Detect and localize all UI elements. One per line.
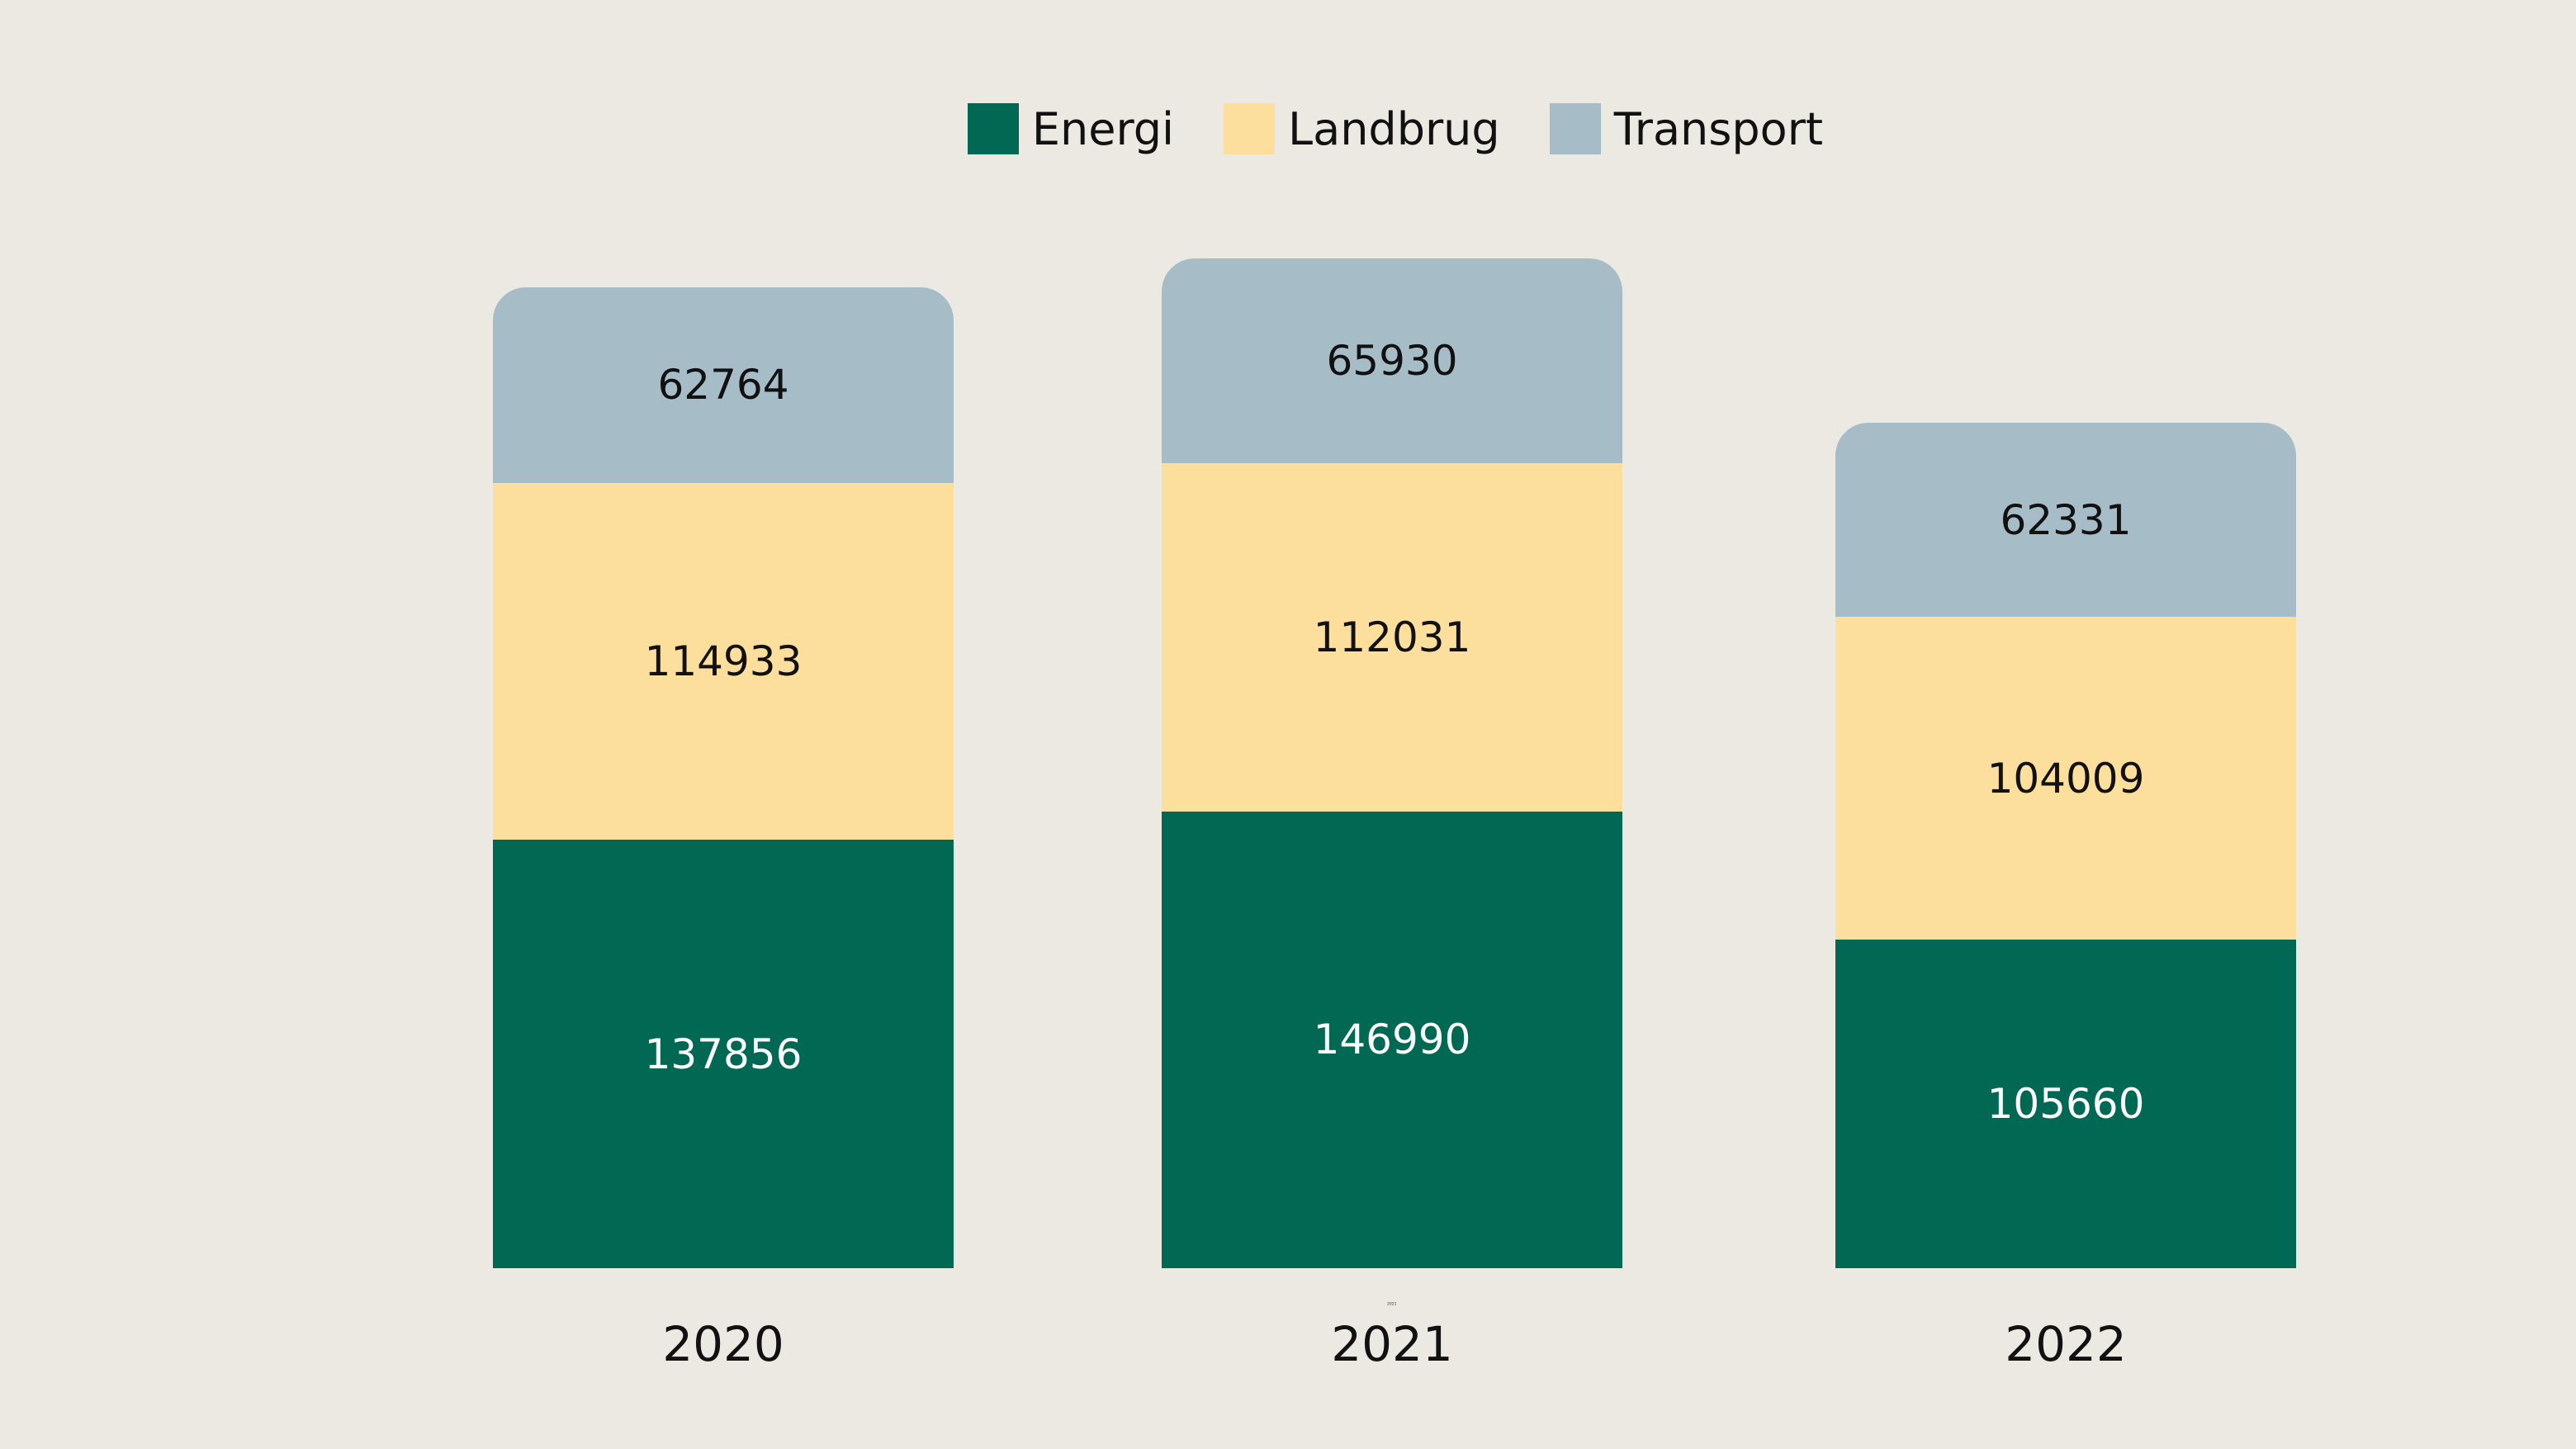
x-axis-label-2020: 2020 [662, 1316, 784, 1372]
segment-value-label: 65930 [1326, 337, 1458, 386]
bar-segment-transport-2022[interactable]: 62331 [1835, 423, 2296, 617]
bar-segment-energi-2021[interactable]: 146990 [1162, 811, 1622, 1268]
segment-value-label: 137856 [644, 1030, 803, 1078]
x-axis-label-2022: 2022 [2005, 1316, 2127, 1372]
bar-segment-landbrug-2021[interactable]: 112031 [1162, 463, 1622, 812]
segment-value-label: 112031 [1313, 613, 1471, 661]
x-axis-label-2021: 2021 [1331, 1316, 1453, 1372]
legend-item-landbrug[interactable]: Landbrug [1224, 103, 1500, 155]
bar-2022: 62331 104009 105660 [1835, 423, 2296, 1268]
segment-value-label: 114933 [644, 637, 803, 685]
bar-segment-landbrug-2022[interactable]: 104009 [1835, 616, 2296, 940]
bar-segment-energi-2020[interactable]: 137856 [493, 840, 954, 1268]
legend-label: Landbrug [1288, 102, 1500, 155]
legend-swatch-energi [967, 103, 1019, 154]
stray-tick-label: 2021 [1387, 1302, 1397, 1306]
bar-segment-transport-2020[interactable]: 62764 [493, 287, 954, 483]
segment-value-label: 62764 [657, 361, 789, 410]
segment-value-label: 104009 [1986, 754, 2145, 803]
bar-segment-landbrug-2020[interactable]: 114933 [493, 482, 954, 841]
legend-label: Transport [1613, 102, 1824, 155]
legend-swatch-transport [1549, 103, 1601, 154]
segment-value-label: 146990 [1313, 1016, 1471, 1064]
chart-legend: Energi Landbrug Transport [493, 97, 2298, 160]
segment-value-label: 105660 [1986, 1080, 2145, 1129]
bar-segment-transport-2021[interactable]: 65930 [1162, 258, 1622, 464]
legend-item-transport[interactable]: Transport [1549, 102, 1824, 155]
bar-2021: 65930 112031 146990 [1162, 258, 1622, 1268]
segment-value-label: 62331 [2000, 495, 2132, 544]
bar-segment-energi-2022[interactable]: 105660 [1835, 940, 2296, 1268]
legend-label: Energi [1031, 102, 1175, 155]
legend-swatch-landbrug [1224, 103, 1276, 154]
bar-2020: 62764 114933 137856 [493, 287, 954, 1268]
legend-item-energi[interactable]: Energi [967, 102, 1175, 155]
